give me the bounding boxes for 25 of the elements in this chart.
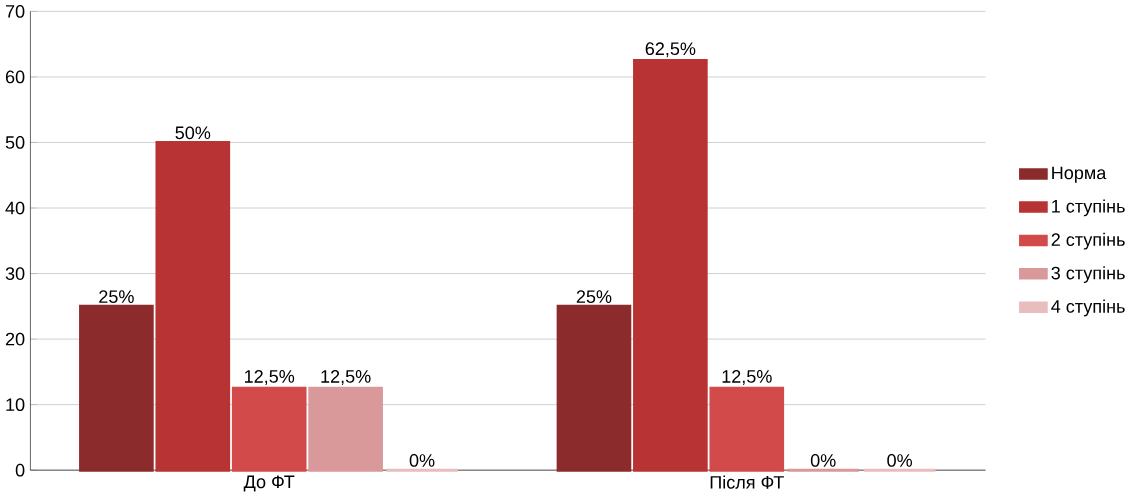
data-label: 0% — [409, 454, 435, 468]
y-tick-label: 20 — [5, 332, 25, 346]
data-label: 62,5% — [645, 42, 696, 58]
data-label: 25% — [99, 290, 134, 304]
x-tick-label: До ФТ — [243, 475, 295, 492]
data-label: 12,5% — [321, 370, 371, 386]
y-tick-label: 50 — [5, 136, 25, 150]
y-tick-label: 60 — [5, 70, 25, 84]
x-tick-label: Після ФТ — [710, 475, 784, 489]
data-label: 0% — [887, 454, 913, 468]
legend-label: Норма — [1052, 166, 1107, 184]
legend-label: 3 ступінь — [1051, 266, 1125, 284]
y-tick-label: 40 — [5, 201, 25, 215]
data-label: 25% — [576, 290, 612, 304]
data-label: 0% — [810, 454, 836, 468]
y-tick-label: 0 — [15, 463, 25, 477]
y-tick-label: 10 — [6, 398, 25, 412]
legend-label: 2 ступінь — [1051, 233, 1125, 250]
legend-label: 4 ступінь — [1051, 299, 1125, 317]
data-label: 50% — [175, 126, 211, 140]
y-tick-label: 30 — [5, 267, 25, 281]
data-label: 12,5% — [722, 370, 772, 386]
legend-label: 1 ступінь — [1052, 199, 1125, 217]
y-tick-label: 70 — [5, 5, 25, 18]
data-label: 12,5% — [244, 370, 295, 386]
